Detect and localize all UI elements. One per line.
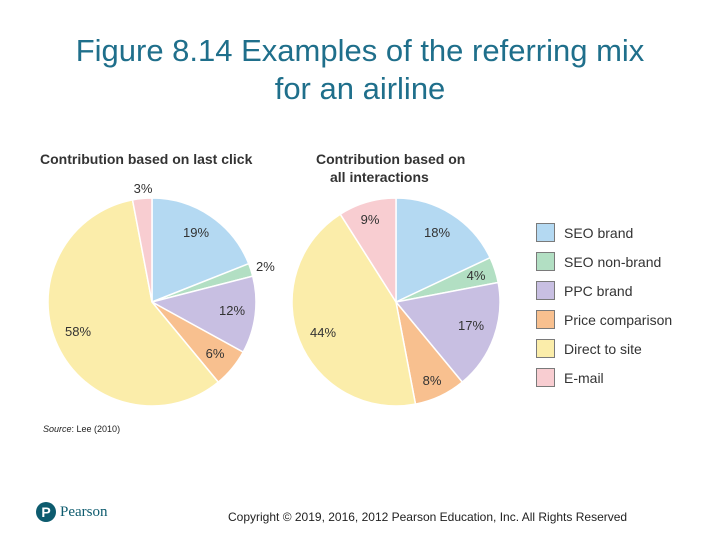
pie-1-slice-seo-brand	[151, 197, 250, 304]
pie-2-label-e-mail: 9%	[361, 212, 380, 227]
pie-1-label-price-comparison: 6%	[206, 346, 225, 361]
pie-chart-1: 19% 2% 12% 6% 58% 3%	[47, 181, 275, 407]
pearson-logo: P Pearson	[36, 502, 108, 522]
legend-swatch	[536, 368, 555, 387]
legend: SEO brand SEO non-brand PPC brand Price com…	[536, 218, 672, 392]
pie-2-slice-seo-brand	[395, 197, 492, 304]
legend-swatch	[536, 310, 555, 329]
pie-1-slice-direct-to-site	[47, 198, 220, 407]
chart-2-title-line-2: all interactions	[330, 169, 429, 185]
legend-label: Price comparison	[564, 311, 673, 328]
legend-label: PPC brand	[564, 282, 633, 299]
pie-1-label-e-mail: 3%	[134, 181, 153, 196]
legend-swatch	[536, 281, 555, 300]
source-text: : Lee (2010)	[71, 424, 121, 434]
pie-1-label-direct-to-site: 58%	[65, 324, 91, 339]
pie-2-slice-direct-to-site	[291, 213, 417, 407]
slide-title-line-1: Figure 8.14 Examples of the referring mi…	[75, 33, 645, 68]
legend-label: SEO brand	[564, 224, 634, 241]
source-note: Source: Lee (2010)	[43, 424, 120, 434]
chart-2-title: Contribution based on all interactions	[316, 150, 496, 186]
pie-2-label-seo-brand: 18%	[424, 225, 450, 240]
legend-swatch	[536, 223, 555, 242]
pearson-mark-icon: P	[36, 502, 56, 522]
pie-1-slice-ppc-brand	[149, 275, 257, 354]
legend-label: Direct to site	[564, 340, 642, 357]
pie-2-label-ppc-brand: 17%	[458, 318, 484, 333]
pie-2-label-seo-non-brand: 4%	[467, 268, 486, 283]
pie-chart-2: 18% 4% 17% 8% 44% 9%	[291, 197, 501, 407]
legend-item-direct-to-site: Direct to site	[536, 334, 672, 363]
legend-item-seo-brand: SEO brand	[536, 218, 672, 247]
pie-1-slice-e-mail	[131, 197, 153, 303]
legend-label: E-mail	[564, 369, 604, 386]
slide-title: Figure 8.14 Examples of the referring mi…	[20, 32, 700, 108]
chart-2-title-line-1: Contribution based on	[316, 151, 466, 167]
legend-swatch	[536, 252, 555, 271]
pie-2-slice-ppc-brand	[394, 281, 501, 384]
chart-1-title: Contribution based on last click	[40, 151, 253, 167]
slide-title-line-2: for an airline	[274, 71, 446, 106]
pie-2-label-price-comparison: 8%	[423, 373, 442, 388]
pie-2-label-direct-to-site: 44%	[310, 325, 336, 340]
legend-swatch	[536, 339, 555, 358]
pearson-wordmark: Pearson	[60, 503, 108, 520]
pie-1-label-seo-brand: 19%	[183, 225, 209, 240]
legend-label: SEO non-brand	[564, 253, 662, 270]
legend-item-price-comparison: Price comparison	[536, 305, 672, 334]
source-label: Source	[43, 424, 72, 434]
legend-item-ppc-brand: PPC brand	[536, 276, 672, 305]
copyright-text: Copyright © 2019, 2016, 2012 Pearson Edu…	[228, 510, 628, 524]
legend-item-e-mail: E-mail	[536, 363, 672, 392]
legend-item-seo-non-brand: SEO non-brand	[536, 247, 672, 276]
pie-1-label-ppc-brand: 12%	[219, 303, 245, 318]
pie-2-slice-e-mail	[339, 197, 397, 305]
pie-1-label-seo-non-brand: 2%	[256, 259, 275, 274]
